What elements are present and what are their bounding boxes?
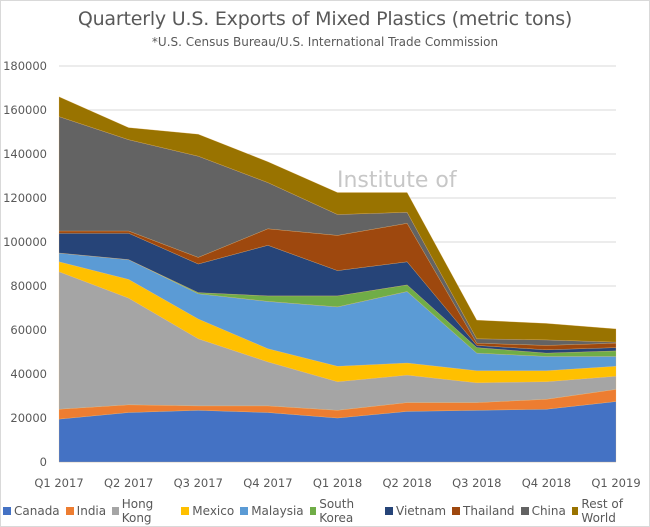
x-axis-ticks: Q1 2017 Q2 2017 Q3 2017 Q4 2017 Q1 2018 Q2 20… — [34, 476, 640, 490]
legend-swatch — [65, 507, 74, 515]
legend-label: Malaysia — [251, 504, 304, 518]
chart-title: Quarterly U.S. Exports of Mixed Plastics… — [77, 8, 573, 30]
x-tick-label: Q1 2017 — [34, 476, 83, 490]
legend-label: India — [76, 504, 107, 518]
y-tick-label: 180000 — [3, 59, 47, 73]
legend-item: India — [65, 504, 107, 518]
y-tick-label: 80000 — [10, 279, 47, 293]
y-tick-label: 40000 — [10, 367, 47, 381]
legend-swatch — [571, 507, 579, 515]
legend-item: China — [520, 504, 566, 518]
legend-swatch — [181, 507, 190, 515]
legend-label: Vietnam — [396, 504, 447, 518]
legend-label: Thailand — [463, 504, 515, 518]
watermark: Institute of — [337, 168, 457, 193]
legend-swatch — [385, 507, 393, 515]
legend-item: Rest of World — [571, 497, 647, 525]
x-tick-label: Q2 2017 — [104, 476, 153, 490]
legend-item: South Korea — [309, 497, 379, 525]
x-tick-label: Q3 2018 — [452, 476, 501, 490]
legend-swatch — [3, 507, 11, 515]
y-tick-label: 120000 — [3, 191, 47, 205]
chart-subtitle: *U.S. Census Bureau/U.S. International T… — [151, 35, 499, 49]
legend-swatch — [112, 507, 119, 515]
legend-swatch — [240, 507, 249, 515]
legend-item: Canada — [3, 504, 60, 518]
legend-swatch — [520, 507, 529, 515]
legend-item: Mexico — [181, 504, 234, 518]
x-tick-label: Q4 2017 — [243, 476, 292, 490]
y-tick-label: 20000 — [10, 411, 47, 425]
y-tick-label: 100000 — [3, 235, 47, 249]
y-tick-label: 60000 — [10, 323, 47, 337]
legend-label: South Korea — [319, 497, 355, 525]
legend-item: Malaysia — [240, 504, 304, 518]
area-series — [58, 96, 617, 463]
legend: Canada India Hong Kong Mexico Malaysia South … — [0, 497, 650, 525]
legend-label: Rest of World — [581, 497, 623, 525]
legend-label: Hong Kong — [121, 497, 154, 525]
area-rest-of-world — [58, 96, 617, 343]
legend-item: Hong Kong — [112, 497, 175, 525]
y-tick-label: 0 — [40, 455, 47, 469]
y-axis-ticks: 0 20000 40000 60000 80000 100000 120000 140000 1… — [3, 59, 47, 469]
x-tick-label: Q3 2017 — [174, 476, 223, 490]
legend-item: Thailand — [452, 504, 515, 518]
legend-label: China — [531, 504, 566, 518]
legend-swatch — [309, 507, 317, 515]
legend-item: Vietnam — [385, 504, 446, 518]
x-tick-label: Q1 2018 — [313, 476, 362, 490]
x-tick-label: Q2 2018 — [382, 476, 431, 490]
x-tick-label: Q1 2019 — [591, 476, 640, 490]
y-tick-label: 140000 — [3, 147, 47, 161]
x-tick-label: Q4 2018 — [522, 476, 571, 490]
legend-label: Mexico — [192, 504, 235, 518]
legend-swatch — [452, 507, 461, 515]
y-tick-label: 160000 — [3, 103, 47, 117]
legend-label: Canada — [14, 504, 60, 518]
